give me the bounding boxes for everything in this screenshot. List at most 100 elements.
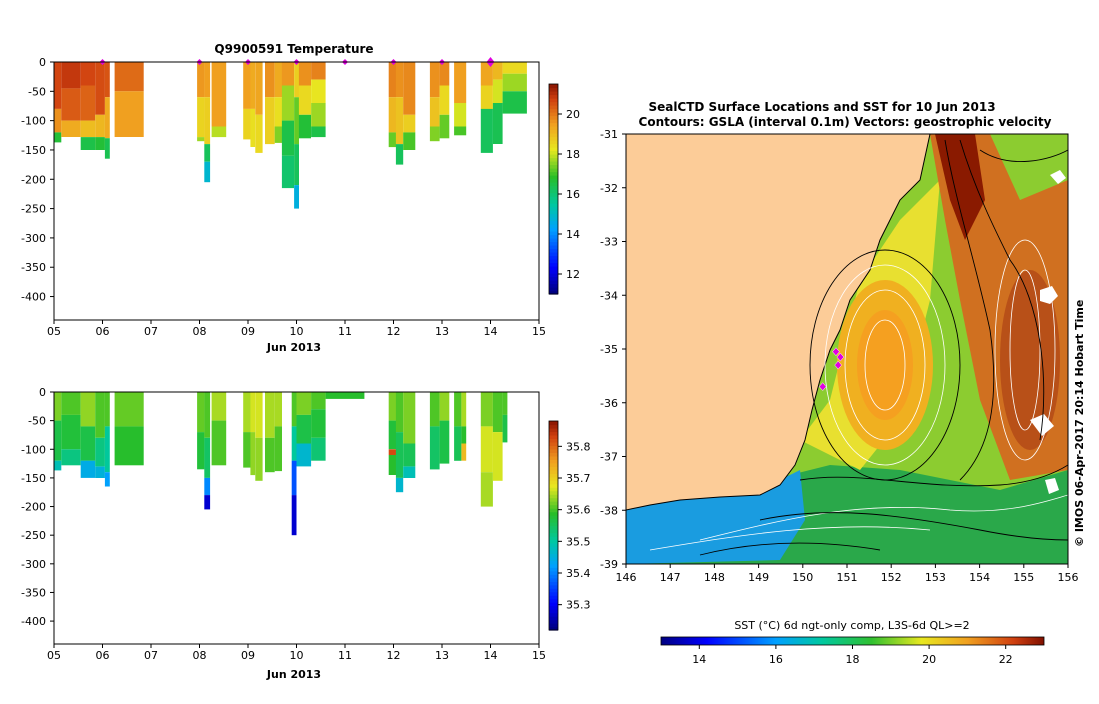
profile-cell bbox=[454, 392, 462, 427]
profile-cell bbox=[80, 460, 96, 478]
colorbar-step bbox=[549, 150, 558, 155]
salinity-section: 0-50-100-150-200-250-300-350-400 05 06 07 0… bbox=[21, 386, 590, 681]
profile-cell bbox=[274, 62, 282, 98]
profile-cell bbox=[388, 62, 396, 98]
profile-cell bbox=[296, 392, 312, 415]
colorbar-step bbox=[549, 196, 558, 201]
colorbar-step bbox=[549, 84, 558, 89]
x-tick-label: 15 bbox=[532, 325, 546, 338]
profile-cell bbox=[325, 392, 365, 399]
profile-cell bbox=[492, 79, 503, 104]
colorbar-step bbox=[549, 217, 558, 222]
profile-cell bbox=[104, 138, 110, 159]
profile-cell bbox=[95, 466, 105, 478]
profile-cell bbox=[197, 97, 205, 138]
profile-cell bbox=[454, 62, 467, 103]
x-tick-label: 06 bbox=[96, 325, 110, 338]
colorbar-tick-label: 35.6 bbox=[566, 504, 591, 517]
sealctd-locations bbox=[818, 347, 845, 392]
colorbar-step bbox=[549, 539, 558, 544]
colorbar-step bbox=[549, 574, 558, 579]
colorbar-step bbox=[549, 276, 558, 281]
profile-cell bbox=[250, 62, 256, 109]
profile-cell bbox=[454, 426, 462, 461]
ctd-location bbox=[832, 347, 840, 357]
lat-tick-label: -33 bbox=[600, 236, 618, 249]
profile-cell bbox=[429, 426, 440, 470]
colorbar-step bbox=[549, 553, 558, 558]
colorbar-step bbox=[549, 532, 558, 537]
colorbar-step bbox=[549, 206, 558, 211]
profile-cell bbox=[403, 466, 416, 478]
x-tick-label: 10 bbox=[290, 649, 304, 662]
colorbar-step bbox=[549, 501, 558, 506]
lon-tick-label: 148 bbox=[704, 571, 725, 584]
lat-tick-label: -38 bbox=[600, 504, 618, 517]
sst-colorbar-tick-label: 22 bbox=[999, 653, 1013, 666]
profile-cell bbox=[243, 108, 251, 140]
x-tick-label: 13 bbox=[435, 649, 449, 662]
colorbar-step bbox=[549, 612, 558, 617]
east-eddy bbox=[1000, 270, 1060, 450]
colorbar-step bbox=[549, 164, 558, 169]
colorbar-step bbox=[549, 445, 558, 450]
profile-cell bbox=[480, 472, 493, 507]
x-tick-label: 11 bbox=[338, 325, 352, 338]
colorbar-step bbox=[549, 619, 558, 624]
sst-colorbar-tick-label: 20 bbox=[922, 653, 936, 666]
y-tick-label: -100 bbox=[21, 115, 46, 128]
lon-tick-label: 150 bbox=[792, 571, 813, 584]
profile-cell bbox=[294, 97, 299, 145]
profile-cell bbox=[502, 392, 508, 415]
profile-cell bbox=[461, 426, 467, 444]
y-tick-label: -50 bbox=[28, 415, 46, 428]
lat-tick-label: -32 bbox=[600, 182, 618, 195]
profile-cell bbox=[274, 126, 282, 143]
profile-cell bbox=[439, 420, 450, 464]
x-tick-label: 05 bbox=[47, 325, 61, 338]
profile-cell bbox=[291, 392, 297, 427]
profile-cell bbox=[480, 62, 493, 86]
colorbar-step bbox=[549, 273, 558, 278]
profile-cell bbox=[454, 103, 467, 127]
profile-cell bbox=[204, 477, 211, 496]
profile-cell bbox=[388, 449, 396, 455]
colorbar-step bbox=[549, 87, 558, 92]
eac-core bbox=[935, 134, 985, 240]
profile-cell bbox=[255, 114, 263, 153]
ctd-location bbox=[818, 382, 827, 392]
colorbar-step bbox=[549, 424, 558, 429]
colorbar-step bbox=[549, 487, 558, 492]
colorbar-step bbox=[549, 238, 558, 243]
colorbar-step bbox=[549, 476, 558, 481]
profile-cell bbox=[211, 62, 227, 127]
colorbar-step bbox=[549, 185, 558, 190]
lat-tick-label: -39 bbox=[600, 558, 618, 571]
profile-cell bbox=[204, 161, 211, 183]
profile-cell bbox=[439, 62, 450, 86]
colorbar-step bbox=[549, 182, 558, 187]
colorbar-step bbox=[549, 175, 558, 180]
y-tick-label: -250 bbox=[21, 529, 46, 542]
colorbar-step bbox=[549, 462, 558, 467]
profile-cell bbox=[80, 85, 96, 121]
x-tick-label: 15 bbox=[532, 649, 546, 662]
map-lat-ticks: -31 -32 -33 -34 -35 -36 -37 -38 -39 bbox=[600, 128, 626, 571]
y-tick-label: -350 bbox=[21, 261, 46, 274]
profile-cell bbox=[296, 414, 312, 444]
colorbar-step bbox=[549, 473, 558, 478]
profile-cell bbox=[104, 97, 110, 139]
profile-cell bbox=[54, 62, 62, 109]
profile-cell bbox=[480, 85, 493, 109]
colorbar-step bbox=[549, 511, 558, 516]
lon-tick-label: 151 bbox=[837, 571, 858, 584]
profile-cell bbox=[296, 443, 312, 467]
profile-cell bbox=[114, 91, 144, 137]
profile-cell bbox=[388, 132, 396, 148]
profile-cell bbox=[311, 62, 326, 80]
colorbar-step bbox=[549, 189, 558, 194]
profile-cell bbox=[211, 420, 227, 466]
colorbar-tick-label: 12 bbox=[566, 268, 580, 281]
colorbar-step bbox=[549, 595, 558, 600]
profile-cell bbox=[281, 155, 294, 189]
